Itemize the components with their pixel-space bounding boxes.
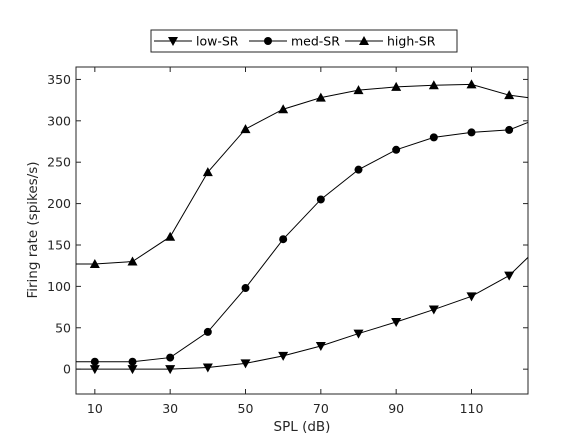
y-tick-label: 100 <box>47 279 71 294</box>
med-sr-marker <box>166 353 175 362</box>
high-sr-marker <box>315 92 326 102</box>
x-tick-label: 10 <box>87 401 103 416</box>
med-sr-marker <box>316 195 325 204</box>
med-sr-line <box>76 122 529 363</box>
med-sr-marker <box>392 145 401 154</box>
legend-med-sr-marker <box>264 37 272 45</box>
med-sr-marker <box>128 357 137 366</box>
x-tick-label: 110 <box>460 401 484 416</box>
low-sr-marker <box>240 359 251 369</box>
legend-high-sr-label: high-SR <box>387 34 436 49</box>
x-tick-label: 30 <box>162 401 178 416</box>
series-lines <box>76 83 529 370</box>
low-sr-marker <box>391 317 402 327</box>
high-sr-marker <box>391 81 402 91</box>
med-sr-marker <box>467 128 476 137</box>
y-tick-label: 150 <box>47 237 71 252</box>
med-sr-marker <box>429 133 438 142</box>
x-axis-label: SPL (dB) <box>274 419 331 435</box>
med-sr-marker <box>203 327 212 336</box>
legend-med-sr-label: med-SR <box>291 34 340 49</box>
x-tick-label: 50 <box>238 401 254 416</box>
med-sr-marker <box>90 357 99 366</box>
series-markers <box>89 79 515 375</box>
med-sr-marker <box>241 284 250 293</box>
x-tick-label: 90 <box>388 401 404 416</box>
y-tick-label: 50 <box>55 320 71 335</box>
legend-box <box>150 29 458 53</box>
high-sr-marker <box>504 90 515 100</box>
med-sr-marker <box>279 235 288 244</box>
high-sr-marker <box>466 79 477 89</box>
x-tick-label: 70 <box>313 401 329 416</box>
low-sr-marker <box>127 365 138 375</box>
low-sr-marker <box>89 365 100 375</box>
high-sr-marker <box>127 256 138 266</box>
med-sr-marker <box>354 165 363 174</box>
low-sr-marker <box>278 351 289 361</box>
y-tick-label: 250 <box>47 155 71 170</box>
y-axis-label: Firing rate (spikes/s) <box>25 161 41 298</box>
high-sr-line <box>76 83 529 265</box>
high-sr-marker <box>278 104 289 114</box>
med-sr-marker <box>505 125 514 134</box>
low-sr-marker <box>315 341 326 351</box>
high-sr-marker <box>89 259 100 269</box>
high-sr-marker <box>165 231 176 241</box>
plot-area <box>75 66 529 395</box>
y-tick-label: 300 <box>47 113 71 128</box>
x-axis-ticks: 10 30 50 70 90 110 <box>87 67 484 416</box>
legend: low-SR med-SR high-SR <box>150 29 458 53</box>
low-sr-marker <box>466 292 477 302</box>
low-sr-marker <box>353 329 364 339</box>
high-sr-marker <box>428 80 439 90</box>
y-tick-label: 200 <box>47 196 71 211</box>
legend-low-sr-marker <box>168 37 178 46</box>
low-sr-line <box>76 257 529 370</box>
low-sr-marker <box>165 365 176 375</box>
high-sr-marker <box>240 124 251 134</box>
legend-low-sr-label: low-SR <box>196 34 239 49</box>
y-tick-label: 0 <box>63 362 71 377</box>
y-axis-ticks: 0 50 100 150 200 250 300 350 <box>47 72 528 377</box>
high-sr-marker <box>353 85 364 95</box>
y-tick-label: 350 <box>47 72 71 87</box>
low-sr-marker <box>504 271 515 281</box>
low-sr-marker <box>202 363 213 373</box>
low-sr-marker <box>428 305 439 315</box>
legend-high-sr-marker <box>359 36 369 45</box>
high-sr-marker <box>202 167 213 177</box>
